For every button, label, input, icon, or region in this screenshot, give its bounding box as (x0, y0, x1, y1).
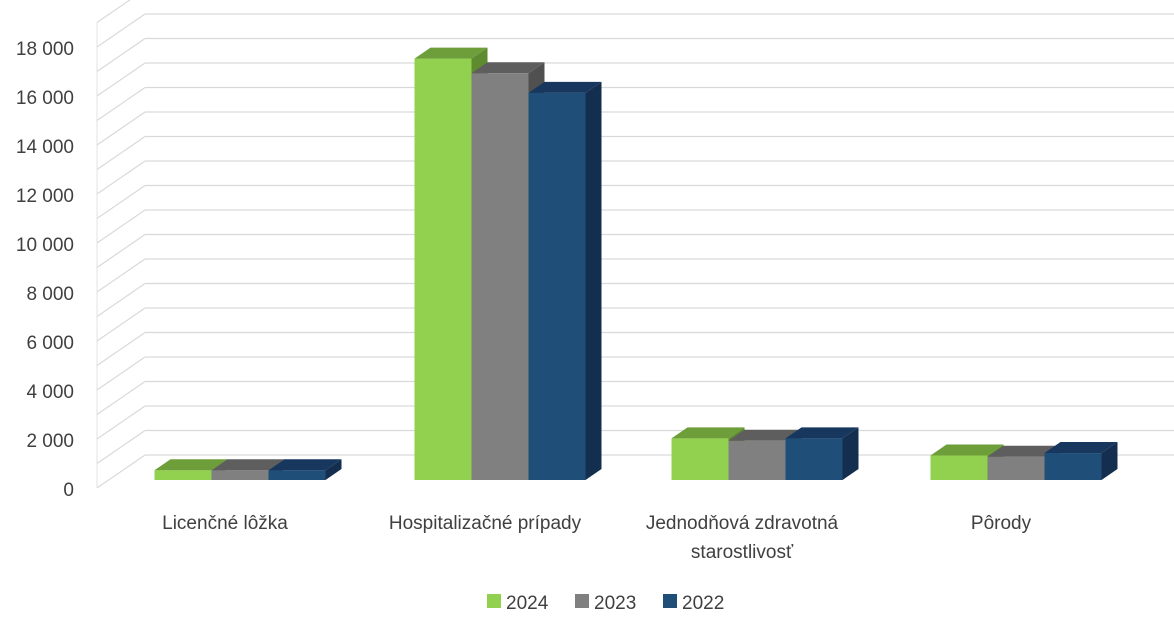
legend-item-2024: 2024 (487, 593, 549, 614)
legend: 2024 2023 2022 (487, 593, 724, 614)
y-tick-label: 0 (63, 480, 74, 501)
gridline (96, 380, 1174, 415)
y-tick-label: 8 000 (26, 284, 74, 305)
y-tick-label: 10 000 (16, 235, 74, 256)
legend-swatch (487, 594, 501, 608)
gridline (96, 160, 1174, 195)
gridline (96, 282, 1174, 317)
gridline (96, 331, 1174, 366)
x-tick-label: Hospitalizačné prípady (389, 513, 582, 534)
legend-label: 2024 (506, 593, 549, 614)
gridline (96, 356, 1174, 391)
bar-2022 (1044, 442, 1118, 480)
legend-label: 2023 (594, 593, 636, 614)
bar-2022 (785, 427, 859, 480)
gridline (96, 258, 1174, 293)
y-tick-label: 18 000 (16, 39, 74, 60)
bar-2022 (528, 81, 602, 481)
gridline (96, 209, 1174, 244)
y-tick-label: 4 000 (26, 382, 74, 403)
bars (154, 47, 1118, 481)
x-axis-labels: Licenčné lôžka Hospitalizačné prípady Jedn… (162, 513, 1031, 563)
y-tick-label: 14 000 (16, 137, 74, 158)
x-tick-label: Jednodňová zdravotná starostlivosť (646, 513, 839, 563)
gridline (96, 184, 1174, 219)
gridline (96, 86, 1174, 121)
y-tick-label: 2 000 (26, 431, 74, 452)
y-tick-label: 12 000 (16, 186, 74, 207)
gridline (96, 37, 1174, 72)
legend-label: 2022 (682, 593, 724, 614)
gridlines (96, 0, 1174, 489)
gridline (96, 0, 131, 23)
gridline (96, 233, 1174, 268)
x-tick-label: Licenčné lôžka (162, 513, 288, 534)
y-tick-label: 16 000 (16, 88, 74, 109)
x-tick-label: Pôrody (971, 513, 1032, 534)
gridline (96, 62, 1174, 97)
gridline (96, 111, 1174, 146)
legend-swatch (575, 594, 589, 608)
gridline (96, 405, 1174, 440)
y-axis-ticks: 0 2 000 4 000 6 000 8 000 10 000 12 000 14 000 1… (16, 39, 74, 501)
legend-item-2022: 2022 (663, 593, 724, 614)
legend-item-2023: 2023 (575, 593, 636, 614)
gridline (96, 429, 1174, 464)
y-tick-label: 6 000 (26, 333, 74, 354)
legend-swatch (663, 594, 677, 608)
gridline (96, 307, 1174, 342)
gridline (96, 13, 1174, 48)
bar-2022 (268, 459, 342, 480)
gridline (96, 135, 1174, 170)
